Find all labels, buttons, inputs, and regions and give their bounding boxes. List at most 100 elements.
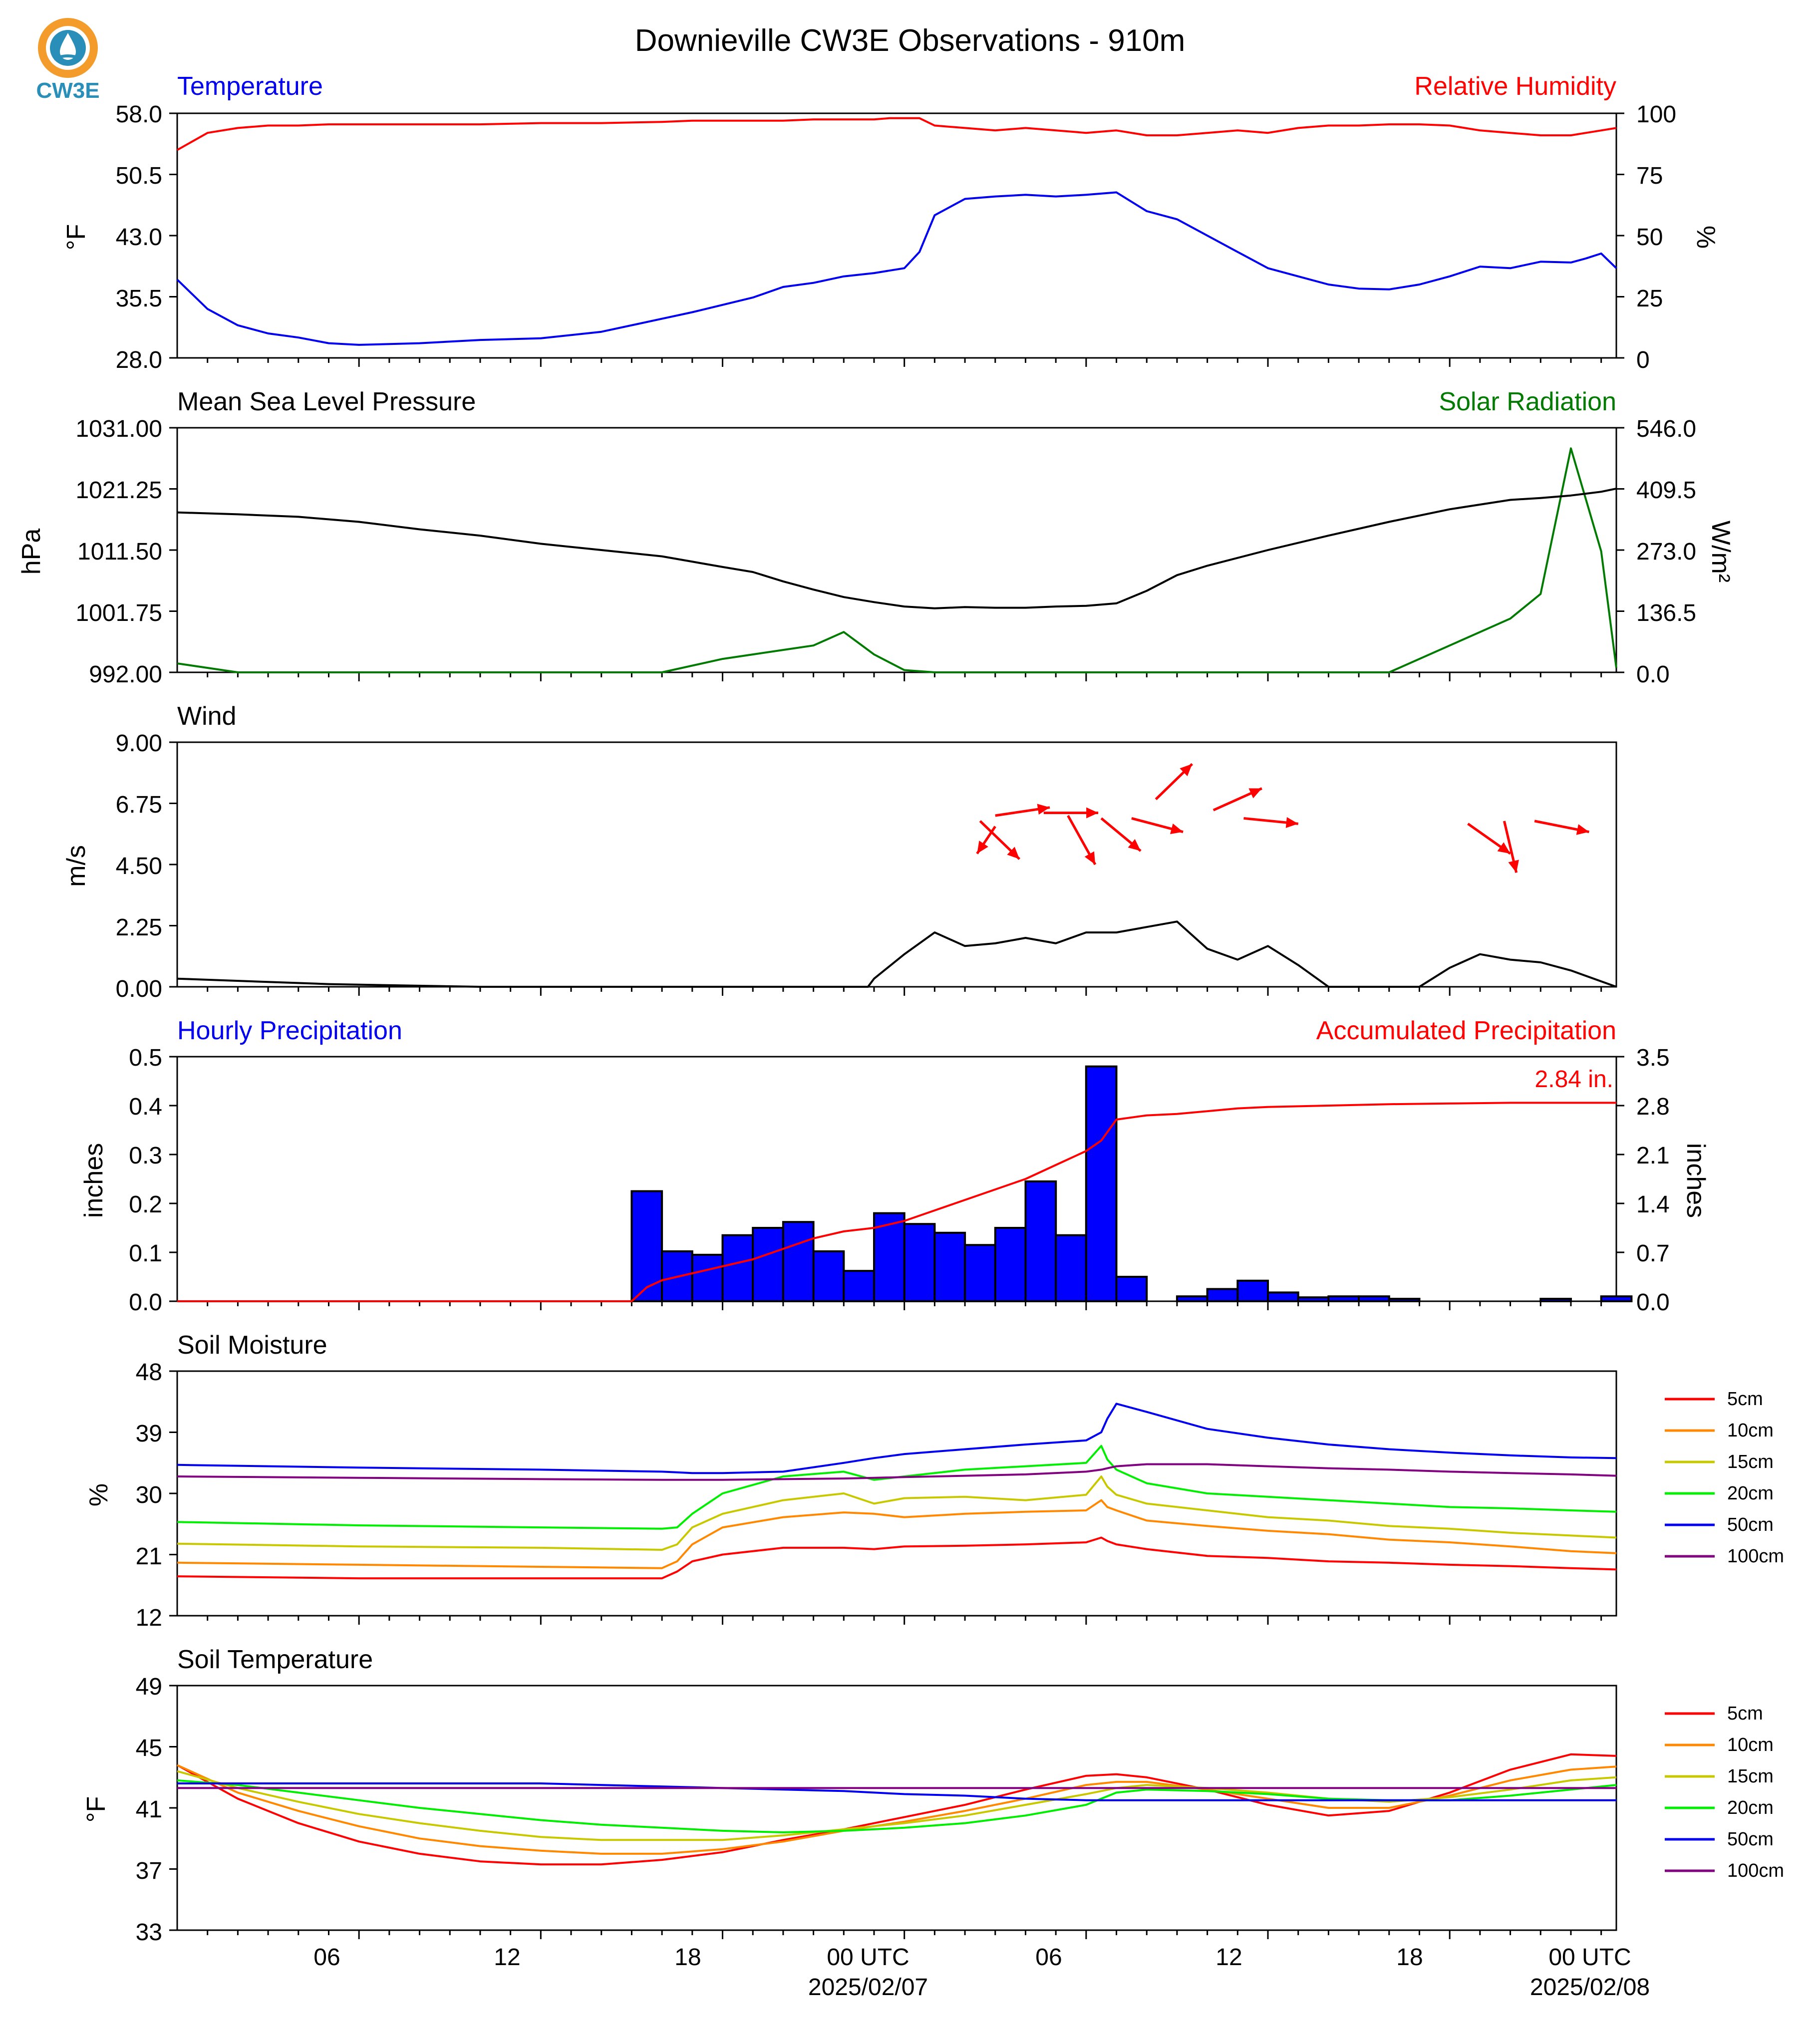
wind-ytick: 4.50 [116,853,162,879]
temp-ytick: 58.0 [116,101,162,128]
accum-unit: inches [1681,1143,1710,1218]
logo-text: CW3E [36,78,99,103]
soil-moisture-line-20cm [177,1445,1617,1530]
wind-arrow-head [1508,860,1519,873]
legend-label-5cm: 5cm [1727,1703,1763,1724]
solar-line [177,447,1617,673]
accum-ytick: 1.4 [1636,1191,1670,1218]
soil-temp-unit: °F [82,1796,111,1823]
accum-ytick: 0.7 [1636,1240,1670,1267]
wind-arrow-head [1248,788,1262,799]
legend-label-15cm: 15cm [1727,1766,1774,1787]
wind-arrow-head [1037,804,1050,815]
soil-temp-line-10cm [177,1764,1617,1855]
rh-ytick: 0 [1636,347,1650,373]
hourly-precip-title: Hourly Precipitation [177,1016,402,1045]
precip-bar [1055,1234,1087,1302]
temperature-title: Temperature [177,72,323,101]
date-label: 2025/02/07 [808,1974,928,2001]
precip-ytick: 0.0 [129,1289,162,1316]
legend-label-20cm: 20cm [1727,1797,1774,1818]
accumulated-precip-title: Accumulated Precipitation [1316,1016,1616,1045]
wind-ytick: 9.00 [116,730,162,757]
pressure-ytick: 1021.25 [75,477,162,504]
precip-bar [1236,1279,1269,1303]
legend-label-10cm: 10cm [1727,1735,1774,1755]
legend-label-100cm: 100cm [1727,1546,1784,1567]
pressure-unit: hPa [17,529,46,575]
pressure-ytick: 1011.50 [77,539,162,565]
solar-title: Solar Radiation [1439,387,1616,416]
precip-bar [1297,1296,1330,1302]
precip-bar [1085,1065,1118,1303]
precip-bar [933,1231,966,1303]
temp-ytick: 43.0 [116,224,162,251]
legend-label-15cm: 15cm [1727,1451,1774,1472]
solar-ytick: 273.0 [1636,539,1696,565]
soil-moisture-ytick: 30 [136,1482,162,1508]
accum-ytick: 0.0 [1636,1289,1670,1316]
legend-label-50cm: 50cm [1727,1829,1774,1850]
precip-bar [630,1190,663,1302]
precip-bar [752,1227,784,1302]
wind-title: Wind [177,702,236,731]
soil-moisture-line-50cm [177,1403,1617,1474]
soil-moisture-ytick: 21 [136,1543,162,1570]
precip-bar [964,1244,996,1303]
soil-temp-ytick: 33 [136,1919,162,1946]
xtick-label: 06 [313,1944,340,1971]
precip-bar [721,1234,754,1302]
soil-temp-ytick: 49 [136,1674,162,1700]
pressure-line [177,487,1617,609]
soil-temp-legend: 5cm 10cm 15cm 20cm 50cm 100cm [1727,1703,1784,1881]
precip-bar [1267,1291,1299,1302]
humidity-title: Relative Humidity [1414,72,1616,101]
temp-ytick: 50.5 [116,163,162,189]
legend-label-10cm: 10cm [1727,1420,1774,1441]
rh-ytick: 50 [1636,224,1663,251]
pressure-ytick: 992.00 [89,661,162,688]
soil-moisture-unit: % [84,1483,113,1506]
pressure-ytick: 1031.00 [75,416,162,442]
precip-ytick: 0.5 [129,1045,162,1071]
date-label: 2025/02/08 [1530,1974,1650,2001]
precip-bar [782,1221,815,1302]
rh-line [177,117,1617,151]
temperature-line [176,191,1617,346]
xtick-label: 12 [494,1944,520,1971]
xtick-label: 06 [1035,1944,1062,1971]
soil-moisture-ytick: 12 [136,1605,162,1631]
precip-bar [1388,1298,1421,1303]
precip-bar [843,1270,876,1302]
wind-arrow-head [1576,824,1589,835]
precip-bar [994,1227,1027,1302]
wind-unit: m/s [62,845,91,887]
wind-ytick: 0.00 [116,976,162,1002]
xtick-label: 18 [1396,1944,1423,1971]
plot-layer [169,112,1715,1939]
precip-ytick: 0.1 [129,1240,162,1267]
wind-speed-line [177,920,1617,988]
precip-total-label: 2.84 in. [1535,1066,1613,1093]
legend-label-50cm: 50cm [1727,1514,1774,1535]
soil-temp-ytick: 45 [136,1735,162,1761]
soil-temp-ytick: 37 [136,1858,162,1884]
soil-moisture-legend: 5cm 10cm 15cm 20cm 50cm 100cm [1727,1389,1784,1567]
rh-ytick: 100 [1636,101,1676,128]
precip-bar [1176,1295,1209,1302]
precip-bar [691,1253,724,1302]
pressure-title: Mean Sea Level Pressure [177,387,476,416]
wind-arrow-head [1084,851,1096,865]
rh-unit: % [1691,226,1720,249]
wind-ytick: 6.75 [116,792,162,818]
wind-arrow-head [1180,764,1193,777]
solar-ytick: 546.0 [1636,416,1696,442]
precip-unit: inches [79,1143,108,1218]
rh-ytick: 25 [1636,286,1663,312]
wind-arrow-head [977,841,988,854]
precip-bar [1358,1295,1390,1302]
temp-unit: °F [62,224,91,251]
soil-temp-line-5cm [177,1753,1617,1866]
precip-ytick: 0.3 [129,1143,162,1169]
